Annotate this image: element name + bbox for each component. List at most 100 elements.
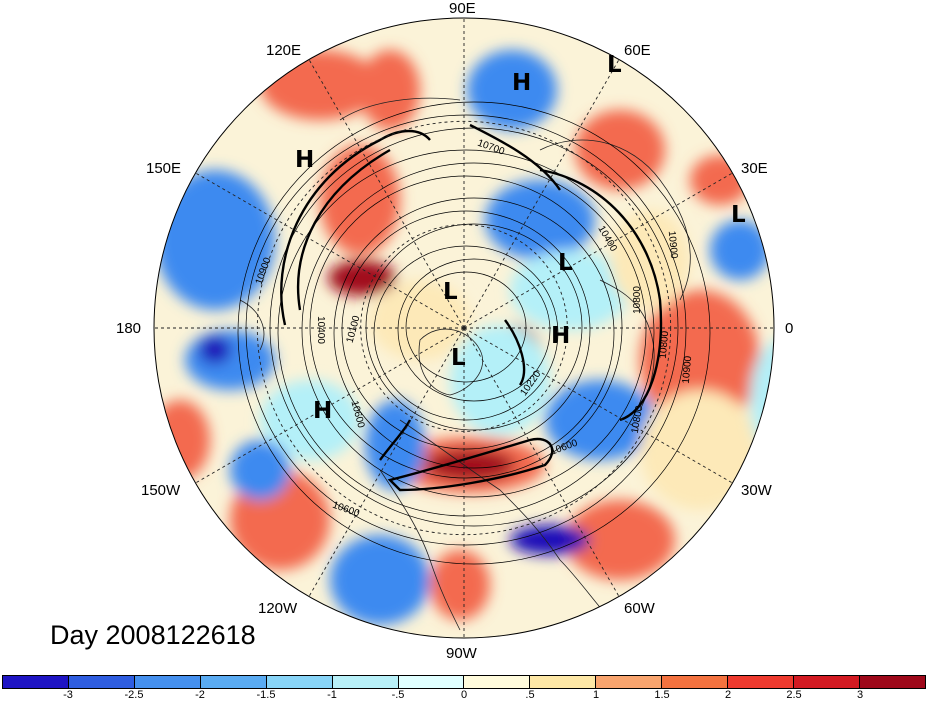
center-h-nw: H <box>295 147 315 173</box>
colorbar-swatch <box>794 676 860 688</box>
height-contour <box>309 175 623 479</box>
colorbar <box>2 675 926 689</box>
colorbar-tick-label: 0 <box>460 689 468 701</box>
anomaly-blob <box>199 336 231 364</box>
anomaly-blob <box>370 280 470 360</box>
height-contour <box>341 210 591 450</box>
colorbar-swatch <box>68 676 135 688</box>
height-contour <box>237 101 711 565</box>
meridian-line <box>308 327 465 597</box>
anomaly-blob <box>545 380 655 460</box>
map-border <box>153 17 775 639</box>
colorbar-tick-label: 3 <box>856 689 864 701</box>
center-l-center: L <box>451 345 466 371</box>
jet-contour <box>504 319 526 386</box>
graticule <box>154 18 774 638</box>
jet-contour <box>469 123 561 191</box>
anomaly-blob <box>360 50 420 130</box>
coastline <box>239 299 265 351</box>
colorbar-labels: -3 -2.5 -2 -1.5 -1 -.5 0 .5 1 1.5 2 2.5 3 <box>0 689 928 703</box>
colorbar-tick-label: -2 <box>195 689 205 701</box>
center-h-north: H <box>512 70 532 96</box>
anomaly-blob <box>260 380 360 460</box>
colorbar-swatch <box>200 676 267 688</box>
lon-label-90w: 90W <box>446 645 477 662</box>
lon-label-150e: 150E <box>146 160 182 177</box>
lon-label-120w: 120W <box>258 600 298 617</box>
colorbar-tick-label: 2 <box>724 689 732 701</box>
contour-label: 10800 <box>630 404 646 434</box>
lon-label-180: 180 <box>116 320 142 337</box>
colorbar-swatch <box>662 676 729 688</box>
anomaly-blob <box>485 180 595 260</box>
contour-label: 10800 <box>658 330 671 359</box>
height-contours <box>237 101 711 565</box>
anomaly-blob <box>320 145 400 255</box>
meridian-line <box>463 172 733 329</box>
contour-label: 10900 <box>681 355 694 384</box>
coastline <box>539 139 691 301</box>
lon-label-30w: 30W <box>741 482 772 499</box>
height-contour <box>245 114 687 546</box>
height-contour <box>277 149 655 517</box>
anomaly-blob <box>230 440 290 500</box>
center-l-east: L <box>731 202 746 228</box>
height-contour <box>301 162 647 498</box>
jet-contour <box>280 129 431 326</box>
anomaly-blob <box>510 525 590 555</box>
colorbar-swatch <box>464 676 531 688</box>
lon-label-90e: 90E <box>449 0 476 17</box>
lon-label-0: 0 <box>785 320 794 337</box>
colorbar-tick-label: -2.5 <box>124 689 144 701</box>
center-h-sw: H <box>313 398 333 424</box>
height-contour <box>397 258 551 402</box>
colorbar-swatch <box>596 676 663 688</box>
anomaly-blob <box>640 390 760 510</box>
anomaly-blob <box>640 290 760 430</box>
anomaly-blob <box>330 535 430 625</box>
colorbar-swatch <box>332 676 399 688</box>
anomaly-blob <box>365 400 425 490</box>
anomaly-blob <box>185 330 275 390</box>
colorbar-tick-label: -.5 <box>391 689 405 701</box>
meridian-line <box>308 59 465 329</box>
lon-label-120e: 120E <box>266 42 302 59</box>
lon-label-60w: 60W <box>624 600 655 617</box>
colorbar-tick-label: -1 <box>327 689 337 701</box>
colorbar-tick-label: -3 <box>63 689 73 701</box>
colorbar-swatch <box>134 676 201 688</box>
colorbar-tick-label: -1.5 <box>256 689 276 701</box>
center-l-ne: L <box>607 52 622 78</box>
colorbar-swatch <box>398 676 465 688</box>
center-h-atlantic: H <box>551 323 571 349</box>
colorbar-swatch <box>266 676 333 688</box>
height-contour <box>373 245 559 421</box>
meridian-line <box>195 172 465 329</box>
center-l-europe: L <box>558 250 573 276</box>
anomaly-blob <box>565 500 675 580</box>
anomaly-blob <box>154 400 210 480</box>
center-l-pole: L <box>443 279 458 305</box>
lon-label-150w: 150W <box>141 482 181 499</box>
meridian-line <box>463 59 620 329</box>
contour-label: 10800 <box>632 286 643 314</box>
height-contour <box>365 223 583 431</box>
colorbar-tick-label: 1.5 <box>654 689 670 701</box>
colorbar-swatch <box>859 676 925 688</box>
coastline <box>418 328 483 396</box>
anomaly-blob <box>425 449 515 481</box>
day-timestamp: Day 2008122618 <box>50 620 256 650</box>
jet-contour <box>539 168 663 422</box>
anomaly-blob <box>750 340 774 460</box>
anomaly-blob <box>450 325 550 435</box>
meridian-line <box>463 327 733 484</box>
colorbar-swatch <box>728 676 795 688</box>
colorbar-tick-label: .5 <box>525 689 535 701</box>
lon-label-60e: 60E <box>624 42 651 59</box>
anomaly-blob <box>575 110 665 190</box>
height-contour <box>333 197 615 469</box>
height-contour <box>405 271 527 383</box>
colorbar-swatch <box>3 676 69 688</box>
jet-contour <box>379 419 412 461</box>
